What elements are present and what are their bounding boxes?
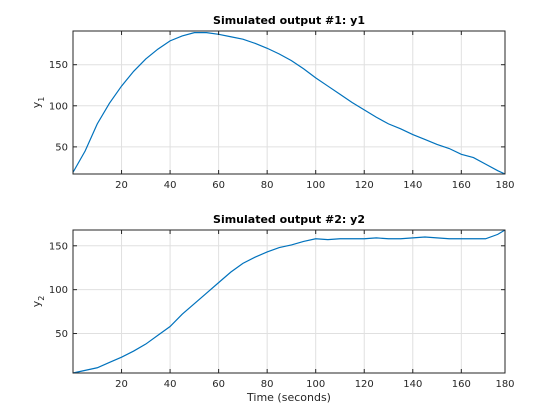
- subplot-2: 20 40 60 80 100 120 140 160 180 50 100 150 Simulated…: [30, 213, 515, 404]
- x-tick-label-1: 40: [164, 180, 177, 191]
- x-tick-label-2: 120: [355, 379, 374, 390]
- x-tick-label-1: 180: [495, 180, 514, 191]
- x-tick-label-1: 140: [403, 180, 422, 191]
- axis-box-1: [72, 30, 506, 175]
- x-axis-label-2: Time (seconds): [246, 391, 331, 404]
- plot-area-1: [73, 31, 505, 174]
- y-tick-label-2: 150: [49, 241, 68, 252]
- y-tick-label-2: 50: [55, 329, 68, 340]
- x-tick-label-2: 40: [164, 379, 177, 390]
- series-line-1: [72, 32, 506, 175]
- x-tick-label-1: 160: [452, 180, 471, 191]
- axis-box-2: [72, 229, 506, 374]
- x-tick-label-2: 80: [261, 379, 274, 390]
- y-axis-label-1: y1: [30, 97, 46, 109]
- x-tick-label-1: 100: [306, 180, 325, 191]
- x-tick-label-2: 180: [495, 379, 514, 390]
- plot-area-2: [73, 230, 505, 373]
- y-tick-label-1: 50: [55, 142, 68, 153]
- y-tick-label-2: 100: [49, 285, 68, 296]
- x-tick-label-1: 20: [115, 180, 128, 191]
- x-tick-label-2: 100: [306, 379, 325, 390]
- x-tick-label-2: 60: [212, 379, 225, 390]
- x-tick-label-2: 20: [115, 379, 128, 390]
- x-tick-label-1: 120: [355, 180, 374, 191]
- y-tick-label-1: 100: [49, 101, 68, 112]
- y-axis-label-2: y2: [30, 296, 46, 308]
- series-line-2: [72, 229, 506, 374]
- x-tick-label-2: 140: [403, 379, 422, 390]
- x-tick-label-1: 60: [212, 180, 225, 191]
- x-tick-label-1: 80: [261, 180, 274, 191]
- y-tick-label-1: 150: [49, 60, 68, 71]
- plot-title-1: Simulated output #1: y1: [213, 14, 365, 27]
- subplot-1: 20 40 60 80 100 120 140 160 180 50 100 150 Simulated…: [30, 14, 515, 191]
- plot-title-2: Simulated output #2: y2: [213, 213, 365, 226]
- x-tick-label-2: 160: [452, 379, 471, 390]
